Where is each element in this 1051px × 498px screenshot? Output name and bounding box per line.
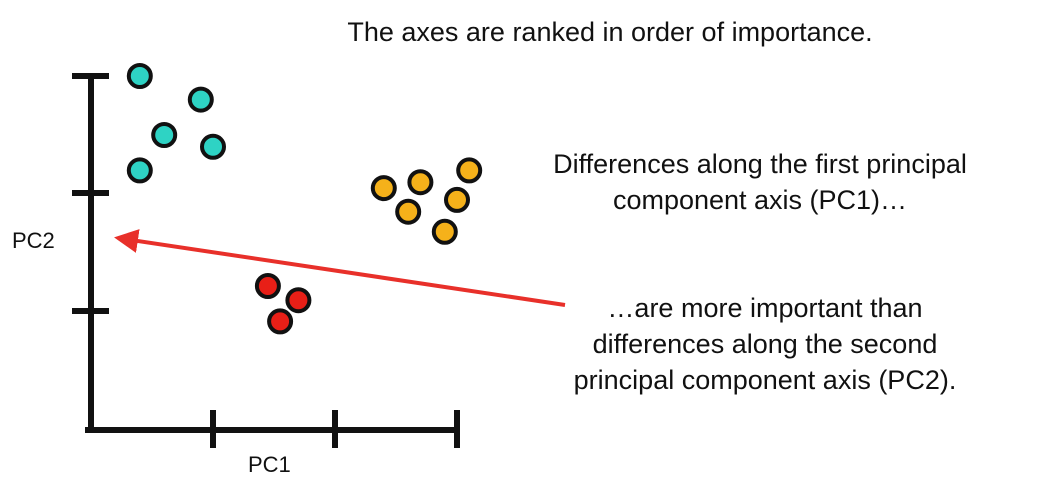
- diagram-title: The axes are ranked in order of importan…: [347, 17, 873, 47]
- y-axis-label: PC2: [12, 228, 55, 253]
- pc1-note-line: component axis (PC1)…: [612, 185, 908, 215]
- red-data-point: [254, 273, 281, 299]
- red-data-point: [285, 287, 312, 314]
- pc2-note-line: differences along the second: [592, 329, 938, 359]
- teal-data-point: [187, 86, 214, 113]
- orange-data-point: [431, 218, 458, 245]
- red-data-point: [267, 308, 294, 335]
- teal-data-point: [126, 63, 153, 89]
- pc2-note-line: …are more important than: [607, 293, 923, 323]
- orange-data-point: [395, 198, 422, 225]
- data-points: [126, 63, 483, 335]
- pc2-note-line: principal component axis (PC2).: [573, 365, 957, 395]
- orange-data-point: [407, 169, 434, 196]
- pc1-note: Differences along the first principal co…: [500, 146, 1020, 218]
- teal-data-point: [126, 157, 153, 184]
- pc1-note-line: Differences along the first principal: [553, 149, 967, 179]
- teal-data-point: [151, 122, 178, 148]
- x-axis-label: PC1: [248, 452, 291, 477]
- orange-data-point: [444, 186, 470, 213]
- orange-data-point: [456, 157, 483, 184]
- pc2-note: …are more important than differences alo…: [515, 290, 1015, 398]
- orange-data-point: [370, 175, 397, 202]
- red-arrow: [114, 229, 566, 307]
- axes: [72, 73, 460, 448]
- teal-data-point: [200, 133, 226, 160]
